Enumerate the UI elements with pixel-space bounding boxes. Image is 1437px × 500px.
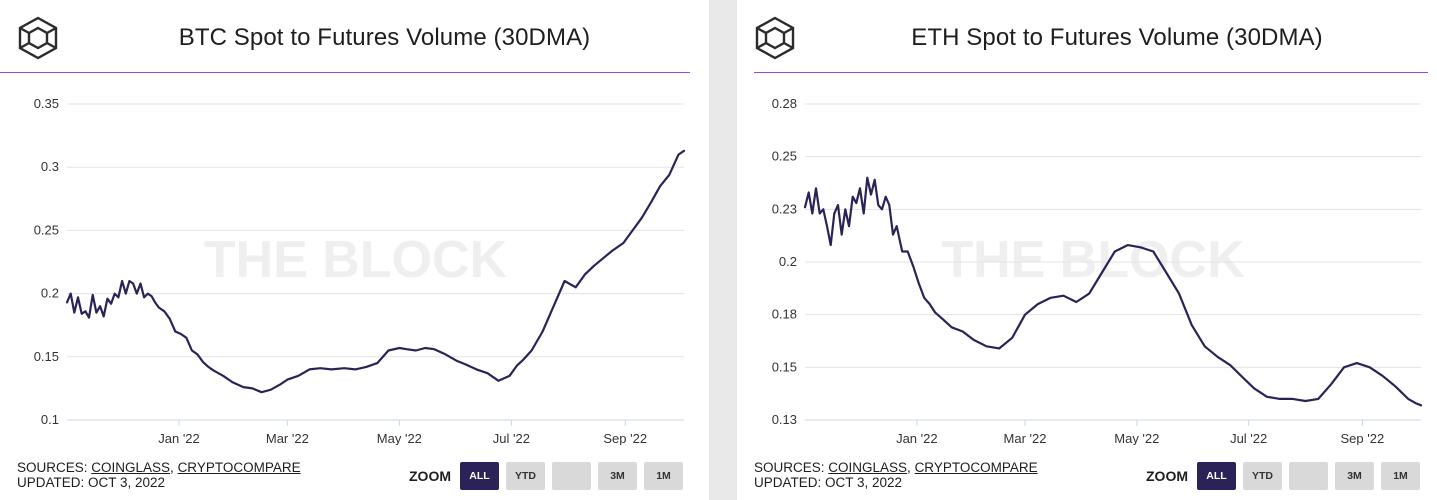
source-link-coinglass[interactable]: COINGLASS	[91, 460, 171, 475]
btc-line-chart: THE BLOCK 0.35 0.3 0.25 0.2 0.15 0.1 Jan '22 Mar…	[34, 96, 686, 445]
zoom-3m-button[interactable]: 3M	[598, 462, 637, 490]
source-link-cryptocompare[interactable]: CRYPTOCOMPARE	[914, 460, 1038, 475]
source-link-coinglass[interactable]: COINGLASS	[828, 460, 908, 475]
the-block-cube-icon	[16, 16, 60, 60]
y-tick-label: 0.15	[34, 349, 59, 364]
zoom-blank-button[interactable]	[1289, 462, 1328, 490]
updated-date: UPDATED: OCT 3, 2022	[754, 475, 903, 490]
y-tick-label: 0.35	[34, 96, 59, 111]
chart-title: BTC Spot to Futures Volume (30DMA)	[178, 24, 591, 51]
zoom-all-button[interactable]: ALL	[460, 462, 499, 490]
sources-note: SOURCES: COINGLASS, CRYPTOCOMPARE UPDATE…	[754, 460, 1038, 490]
x-tick-label: May '22	[1114, 431, 1159, 445]
zoom-all-button[interactable]: ALL	[1197, 462, 1236, 490]
eth-line-chart: THE BLOCK 0.28 0.25 0.23 0.2 0.18 0.15 0.13 Jan …	[772, 96, 1423, 445]
chart-title: ETH Spot to Futures Volume (30DMA)	[911, 24, 1323, 51]
updated-date: UPDATED: OCT 3, 2022	[17, 475, 166, 490]
sources-separator: ,	[170, 460, 178, 475]
zoom-ytd-button[interactable]: YTD	[506, 462, 545, 490]
source-link-cryptocompare[interactable]: CRYPTOCOMPARE	[177, 460, 301, 475]
zoom-3m-button[interactable]: 3M	[1335, 462, 1374, 490]
y-tick-label: 0.2	[41, 286, 59, 301]
title-divider	[754, 72, 1428, 73]
x-tick-label: Mar '22	[1004, 431, 1047, 445]
sources-prefix: SOURCES:	[754, 460, 829, 475]
x-tick-label: Jul '22	[493, 431, 530, 445]
y-tick-label: 0.15	[772, 359, 797, 374]
y-tick-label: 0.23	[772, 201, 797, 216]
y-tick-label: 0.13	[772, 412, 797, 427]
y-tick-label: 0.25	[34, 222, 59, 237]
x-tick-label: Jan '22	[158, 431, 200, 445]
zoom-blank-button[interactable]	[552, 462, 591, 490]
sources-note: SOURCES: COINGLASS, CRYPTOCOMPARE UPDATE…	[17, 460, 301, 490]
the-block-cube-icon	[753, 16, 797, 60]
zoom-ytd-button[interactable]: YTD	[1243, 462, 1282, 490]
x-tick-label: Sep '22	[603, 431, 647, 445]
y-tick-label: 0.1	[41, 412, 59, 427]
x-tick-label: May '22	[377, 431, 422, 445]
y-tick-label: 0.18	[772, 307, 797, 322]
sources-separator: ,	[907, 460, 915, 475]
y-tick-label: 0.2	[779, 254, 797, 269]
eth-chart-panel: ETH Spot to Futures Volume (30DMA) THE B…	[737, 0, 1437, 500]
zoom-label: ZOOM	[409, 468, 451, 484]
y-tick-label: 0.25	[772, 149, 797, 164]
btc-chart-panel: BTC Spot to Futures Volume (30DMA) THE B…	[0, 0, 709, 500]
x-tick-label: Sep '22	[1340, 431, 1384, 445]
series-line	[803, 176, 1423, 407]
watermark-text: THE BLOCK	[941, 231, 1245, 289]
series-line	[65, 149, 686, 394]
y-tick-label: 0.3	[41, 159, 59, 174]
title-divider	[0, 72, 690, 73]
zoom-1m-button[interactable]: 1M	[644, 462, 683, 490]
watermark-text: THE BLOCK	[204, 231, 508, 289]
x-tick-label: Mar '22	[266, 431, 309, 445]
y-tick-label: 0.28	[772, 96, 797, 111]
x-tick-label: Jan '22	[896, 431, 938, 445]
zoom-1m-button[interactable]: 1M	[1381, 462, 1420, 490]
zoom-label: ZOOM	[1146, 468, 1188, 484]
x-tick-label: Jul '22	[1230, 431, 1267, 445]
sources-prefix: SOURCES:	[17, 460, 92, 475]
